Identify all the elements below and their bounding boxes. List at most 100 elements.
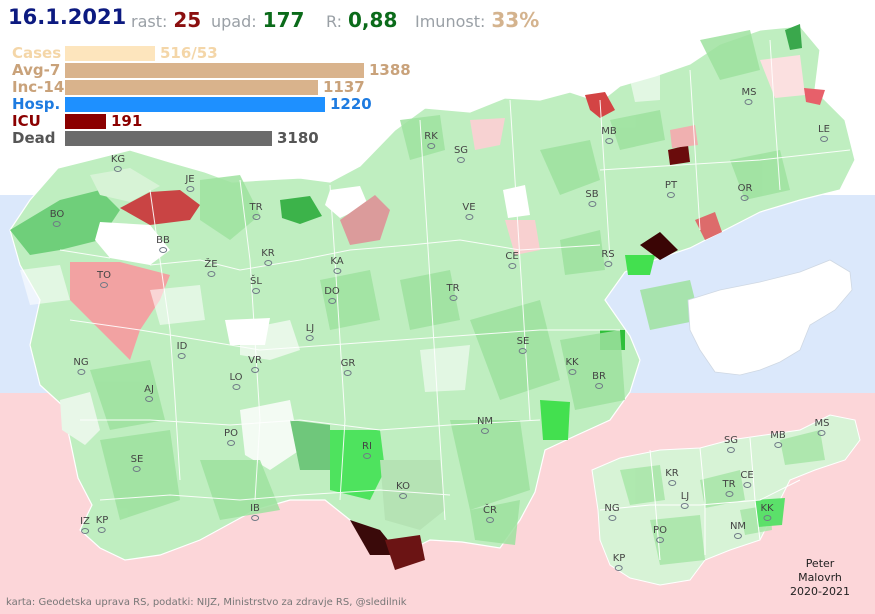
town-marker-icon [426, 143, 435, 149]
author-line: Peter [805, 557, 835, 570]
region-rs-east [625, 255, 655, 275]
municipality-code: BB [156, 235, 170, 246]
region-bo [10, 190, 120, 255]
inset-municipality-label: LJ [681, 491, 689, 509]
town-marker-icon [178, 353, 186, 359]
inset-municipality-label: TR [722, 479, 736, 497]
municipality-label: TO [97, 270, 111, 288]
inset-municipality-code: MS [814, 418, 830, 429]
municipality-code: RI [362, 441, 372, 452]
municipality-label: MB [601, 126, 617, 144]
municipality-label: ČR [483, 505, 497, 523]
municipality-code: MB [601, 126, 617, 137]
municipality-label: ŽE [204, 259, 218, 277]
author-credit: Peter Malovrh 2020-2021 [790, 557, 850, 599]
stat-name: Avg-7 [12, 61, 61, 79]
town-marker-icon [464, 214, 473, 220]
town-marker-icon [114, 166, 122, 172]
municipality-code: ŽE [204, 259, 218, 270]
rast-label: rast: [131, 12, 168, 31]
inset-municipality-code: NM [729, 521, 747, 532]
region-tr-north [280, 196, 322, 224]
upad-value: 177 [262, 8, 305, 32]
stat-bar [65, 131, 272, 146]
town-marker-icon [144, 396, 153, 402]
municipality-label: TR [446, 283, 460, 301]
municipality-label: PO [224, 428, 238, 446]
upad-group: upad: 177 [211, 8, 304, 32]
municipality-code: AJ [144, 384, 154, 395]
municipality-code: IZ [80, 516, 90, 527]
town-marker-icon [603, 261, 612, 267]
municipality-code: IB [250, 503, 260, 514]
region-ilirska [290, 420, 330, 470]
municipality-code: VR [248, 355, 262, 366]
town-marker-icon [251, 288, 260, 294]
inset-municipality-code: TR [722, 479, 736, 490]
inset-municipality-label: NM [730, 521, 746, 539]
r-value: 0,88 [348, 8, 398, 32]
inset-borders [599, 437, 801, 561]
municipality-code: TO [97, 270, 111, 281]
region-pink-north [340, 195, 390, 245]
municipality-label: KR [261, 248, 275, 266]
town-marker-icon [518, 348, 527, 354]
inset-green-texture [620, 430, 825, 565]
municipality-code: KR [261, 248, 275, 259]
municipality-label: JE [185, 174, 195, 192]
inset-municipality-code: KP [612, 553, 626, 564]
region-ormoz-s [695, 212, 722, 240]
imunost-label: Imunost: [415, 12, 486, 31]
town-marker-icon [99, 282, 108, 288]
municipality-label: SG [454, 145, 468, 163]
town-marker-icon [53, 221, 61, 227]
municipality-code: SG [453, 145, 469, 156]
municipality-code: TR [446, 283, 460, 294]
municipality-code: SE [516, 336, 530, 347]
stat-value: 516/53 [160, 44, 218, 62]
imunost-value: 33% [491, 8, 540, 32]
region-ms-north [785, 24, 802, 50]
town-marker-icon [132, 466, 141, 472]
inset-municipality-label: KP [612, 553, 626, 571]
municipality-code: SB [585, 189, 599, 200]
municipality-code: OR [737, 183, 753, 194]
town-marker-icon [615, 565, 623, 571]
date-title: 16.1.2021 [8, 5, 127, 29]
town-marker-icon [568, 369, 576, 375]
stat-name: ICU [12, 112, 41, 130]
municipality-label: LJ [306, 323, 314, 341]
town-marker-icon [486, 517, 494, 523]
municipality-code: LO [229, 372, 243, 383]
inset-map-outline-top [687, 259, 853, 376]
municipality-label: IB [250, 503, 260, 521]
inset-municipality-label: MB [770, 430, 786, 448]
r-label: R: [326, 12, 343, 31]
town-marker-icon [81, 528, 89, 534]
town-marker-icon [681, 503, 689, 509]
municipality-code: BO [49, 209, 65, 220]
town-marker-icon [98, 527, 106, 533]
inset-municipality-code: CE [740, 470, 754, 481]
stat-bar [65, 63, 364, 78]
municipality-code: PO [224, 428, 238, 439]
inset-municipality-code: NG [604, 503, 620, 514]
municipality-label: KG [111, 154, 125, 172]
town-marker-icon [449, 295, 457, 301]
town-marker-icon [508, 263, 516, 269]
municipality-code: JE [185, 174, 195, 185]
stat-value: 1220 [330, 95, 372, 113]
town-marker-icon [666, 192, 675, 198]
town-marker-icon [343, 370, 352, 376]
municipality-label: AJ [144, 384, 154, 402]
town-marker-icon [740, 195, 749, 201]
municipality-code: KK [565, 357, 579, 368]
town-marker-icon [656, 537, 664, 543]
municipality-label: IZ [80, 516, 90, 534]
region-white-lj [225, 318, 270, 345]
town-marker-icon [667, 480, 676, 486]
region-pink-rk [470, 118, 505, 150]
inset-municipality-code: PO [653, 525, 667, 536]
region-mb-dark [668, 145, 690, 165]
